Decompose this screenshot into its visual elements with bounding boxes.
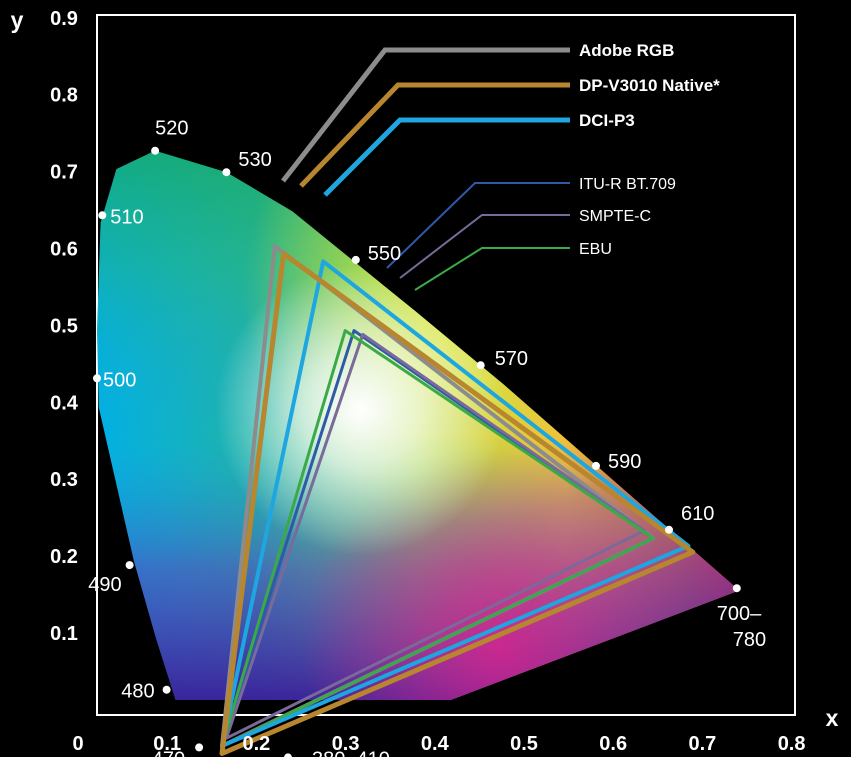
y-axis-ticks: 0.1 0.2 0.3 0.4 0.5 0.6 0.7 0.8 0.9 — [50, 8, 79, 645]
wavelength-label-610: 610 — [681, 503, 714, 525]
x-tick-label: 0.8 — [778, 733, 806, 755]
wavelength-dot-550 — [351, 255, 360, 264]
x-axis-label: x — [826, 705, 839, 731]
wavelength-label-510: 510 — [110, 206, 143, 228]
wavelength-label-480: 480 — [121, 681, 154, 703]
y-tick-label: 0.8 — [50, 85, 78, 107]
y-axis-label: y — [11, 7, 24, 33]
wavelength-label-520: 520 — [155, 118, 188, 140]
leader-adobe-rgb — [281, 47, 570, 183]
wavelength-label-550: 550 — [368, 243, 401, 265]
y-tick-label: 0.4 — [50, 392, 79, 414]
legend-label-smpte-c: SMPTE-C — [579, 208, 651, 225]
gamut-dp-v3010-native — [219, 251, 696, 756]
wavelength-dot-520 — [151, 146, 160, 155]
y-tick-label: 0.9 — [50, 8, 78, 30]
gamut-smpte-c — [224, 332, 646, 740]
wavelength-dot-470 — [195, 743, 204, 752]
x-tick-label: 0.7 — [688, 733, 716, 755]
x-tick-label: 0.6 — [599, 733, 627, 755]
legend-label-itu-r-bt-709: ITU-R BT.709 — [579, 176, 676, 193]
x-tick-label: 0.4 — [421, 733, 450, 755]
legend-label-adobe-rgb: Adobe RGB — [579, 41, 674, 60]
leader-smpte-c — [399, 214, 570, 279]
x-tick-label: 0.3 — [332, 733, 360, 755]
x-tick-label: 0 — [72, 733, 83, 755]
wavelength-dot-610 — [665, 525, 673, 534]
wavelength-label-490: 490 — [88, 574, 121, 596]
wavelength-label-530: 530 — [238, 149, 271, 171]
gamut-triangles — [219, 244, 696, 756]
x-tick-label: 0.5 — [510, 733, 538, 755]
legend-label-ebu: EBU — [579, 241, 612, 258]
y-tick-label: 0.7 — [50, 162, 78, 184]
wavelength-label-470: 470 — [152, 748, 185, 757]
wavelength-label-700-780: 700– 780 — [717, 603, 766, 651]
wavelength-label-590: 590 — [608, 451, 641, 473]
legend: Adobe RGB DP-V3010 Native* DCI-P3 ITU-R BT.… — [579, 41, 720, 258]
leader-itu-r-bt-709 — [386, 182, 570, 269]
legend-leader-lines — [281, 47, 570, 291]
wavelength-dot-480 — [162, 685, 171, 694]
leader-dci-p3 — [323, 117, 570, 197]
wavelength-dot-570 — [476, 361, 485, 370]
wavelength-label-570: 570 — [495, 348, 528, 370]
wavelength-dot-590 — [592, 461, 600, 470]
y-tick-label: 0.6 — [50, 239, 78, 261]
leader-dp-v3010-native — [299, 82, 570, 188]
wavelength-dot-700-780 — [732, 584, 741, 593]
y-tick-label: 0.5 — [50, 315, 78, 337]
wavelength-label-500: 500 — [103, 369, 136, 391]
wavelength-dot-380-410 — [284, 753, 292, 757]
wavelength-dot-510 — [98, 211, 107, 220]
wavelength-markers: 520 530 510 550 570 500 590 610 490 700–780 480 470… — [88, 118, 766, 757]
wavelength-label-380-410: 380–410 — [312, 748, 390, 757]
x-axis-ticks: 0 0.1 0.2 0.3 0.4 0.5 0.6 0.7 0.8 — [72, 733, 805, 755]
x-tick-label: 0.1 — [153, 733, 181, 755]
leader-ebu — [414, 247, 570, 291]
y-tick-label: 0.3 — [50, 469, 78, 491]
wavelength-dot-490 — [125, 561, 134, 570]
x-tick-label: 0.2 — [242, 733, 270, 755]
gamut-ebu — [220, 329, 655, 748]
legend-label-dci-p3: DCI-P3 — [579, 111, 635, 130]
legend-label-dp-v3010-native: DP-V3010 Native* — [579, 76, 720, 95]
y-tick-label: 0.2 — [50, 546, 78, 568]
plot-frame — [96, 14, 796, 716]
y-tick-label: 0.1 — [50, 623, 78, 645]
gamut-dci-p3 — [220, 259, 691, 748]
wavelength-dot-500 — [93, 374, 101, 383]
spectral-locus — [97, 150, 740, 700]
wavelength-dot-530 — [222, 168, 231, 177]
